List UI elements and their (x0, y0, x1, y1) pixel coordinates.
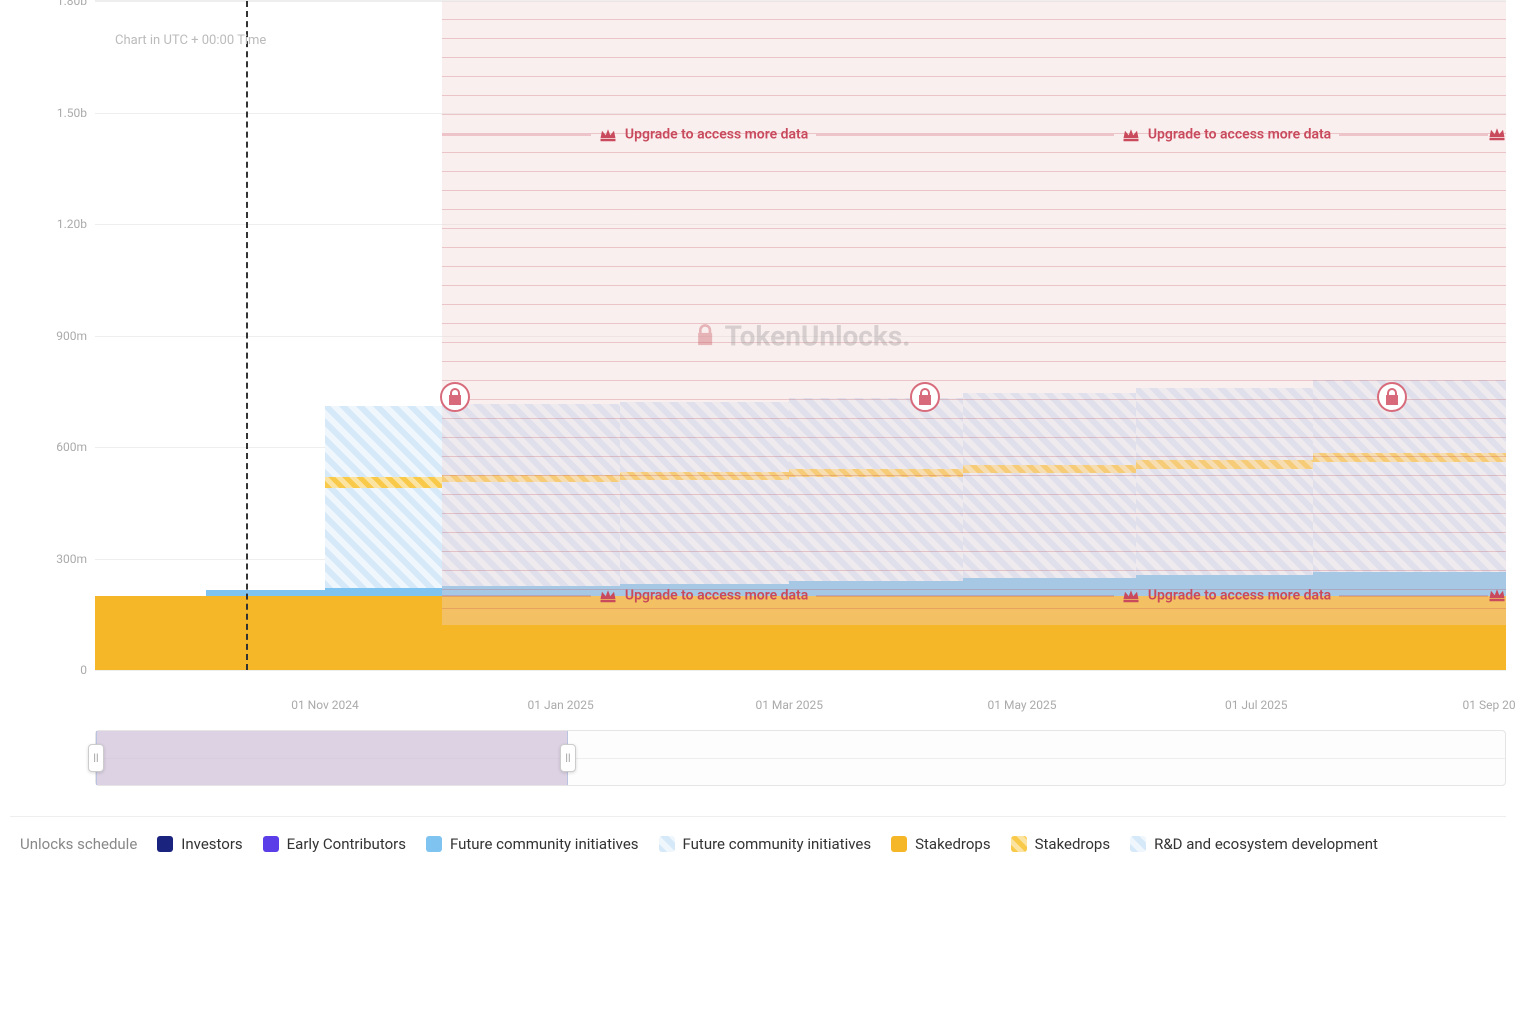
legend-item[interactable]: R&D and ecosystem development (1130, 835, 1378, 853)
y-tick-label: 0 (80, 663, 87, 677)
series-stakedrops_hatch (325, 477, 442, 488)
series-stakedrops_solid (325, 596, 442, 670)
y-tick-label: 1.50b (57, 106, 87, 120)
vesting-chart: Today Chart in UTC + 00:00 Time 0300m600… (0, 0, 1526, 883)
legend-label: Investors (181, 835, 242, 853)
watermark: TokenUnlocks. (691, 319, 911, 352)
legend-label: Future community initiatives (683, 835, 872, 853)
legend-swatch (1130, 836, 1146, 852)
legend-label: Early Contributors (287, 835, 406, 853)
x-tick-label: 01 Nov 2024 (291, 698, 359, 712)
series-fci_solid (325, 588, 442, 595)
grid-line (95, 670, 1506, 671)
legend-swatch (426, 836, 442, 852)
lock-icon (909, 381, 941, 413)
chart-canvas[interactable]: Chart in UTC + 00:00 Time 0300m600m900m1… (95, 0, 1506, 670)
lock-icon (691, 322, 719, 350)
legend-label: Future community initiatives (450, 835, 639, 853)
x-tick-label: 01 Jul 2025 (1225, 698, 1288, 712)
legend-swatch (263, 836, 279, 852)
legend-swatch (157, 836, 173, 852)
series-stakedrops_solid (95, 596, 206, 670)
legend-title: Unlocks schedule (20, 835, 137, 853)
plot-area: Today Chart in UTC + 00:00 Time 0300m600… (95, 0, 1506, 670)
timezone-note: Chart in UTC + 00:00 Time (115, 33, 266, 48)
legend-swatch (891, 836, 907, 852)
legend-item[interactable]: Investors (157, 835, 242, 853)
range-handle-left[interactable]: || (88, 744, 104, 772)
series-fci_hatch (325, 406, 442, 477)
series-fci_solid (206, 590, 325, 596)
lock-icon (1376, 381, 1408, 413)
y-tick-label: 900m (56, 329, 87, 343)
x-axis: 01 Nov 2024 01 Jan 2025 01 Mar 2025 01 May … (95, 678, 1506, 718)
locked-overlay (442, 1, 1506, 625)
y-tick-label: 300m (56, 552, 87, 566)
y-tick-label: 600m (56, 440, 87, 454)
x-tick-label: 01 Mar 2025 (755, 698, 823, 712)
series-stakedrops_solid (206, 596, 325, 670)
legend-label: R&D and ecosystem development (1154, 835, 1378, 853)
legend: Unlocks schedule Investors Early Contribu… (10, 816, 1506, 883)
legend-item[interactable]: Future community initiatives (659, 835, 872, 853)
x-tick-label: 01 May 2025 (988, 698, 1057, 712)
today-marker (246, 1, 248, 670)
legend-swatch (1011, 836, 1027, 852)
legend-item[interactable]: Future community initiatives (426, 835, 639, 853)
legend-item[interactable]: Stakedrops (891, 835, 991, 853)
legend-label: Stakedrops (1035, 835, 1111, 853)
y-tick-label: 1.20b (57, 217, 87, 231)
range-selection[interactable] (96, 731, 568, 785)
locked-overlay-stripes (442, 1, 1506, 625)
time-range-slider[interactable]: || || (95, 730, 1506, 786)
legend-swatch (659, 836, 675, 852)
range-handle-right[interactable]: || (560, 744, 576, 772)
legend-item[interactable]: Stakedrops (1011, 835, 1111, 853)
series-rd_hatch (325, 488, 442, 588)
legend-label: Stakedrops (915, 835, 991, 853)
y-tick-label: 1.80b (57, 0, 87, 8)
lock-icon (439, 381, 471, 413)
legend-item[interactable]: Early Contributors (263, 835, 406, 853)
x-tick-label: 01 Jan 2025 (528, 698, 594, 712)
x-tick-label: 01 Sep 20 (1462, 698, 1515, 712)
